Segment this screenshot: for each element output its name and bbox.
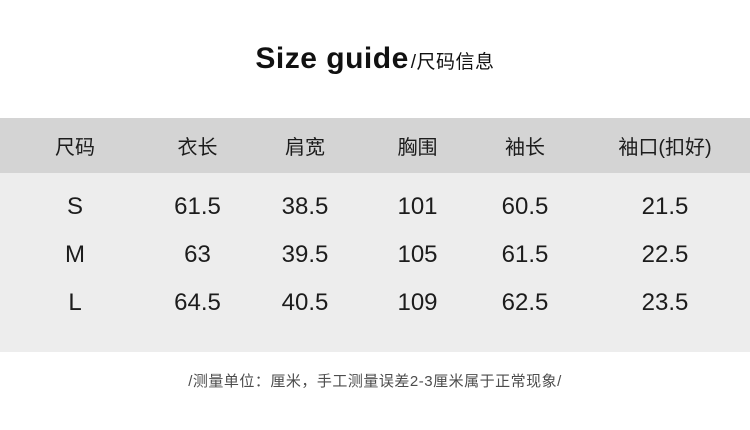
- size-table-header-row: 尺码 衣长 肩宽 胸围 袖长 袖口(扣好): [0, 118, 750, 173]
- cuff-cell: 22.5: [641, 241, 689, 268]
- size-table-body: S 61.5 38.5 101 60.5 21.5 M 63 39.5 105 …: [0, 173, 750, 352]
- size-guide-title-en: Size guide: [255, 42, 409, 75]
- size-cell: M: [65, 241, 85, 268]
- column-header-sleeve-length: 袖长: [505, 137, 545, 159]
- sleeve-length-cell: 60.5: [501, 193, 549, 220]
- size-table: 尺码 衣长 肩宽 胸围 袖长 袖口(扣好) S 61.5 38.5 101 60…: [0, 118, 750, 352]
- size-cell: S: [66, 193, 83, 220]
- garment-length-cell: 61.5: [174, 193, 221, 220]
- sleeve-length-cell: 62.5: [501, 289, 549, 316]
- column-header-cuff-buttoned: 袖口(扣好): [618, 137, 712, 159]
- bust-cell: 109: [397, 289, 438, 316]
- column-header-garment-length: 衣长: [177, 137, 218, 159]
- shoulder-width-cell: 38.5: [281, 193, 329, 220]
- size-cell: L: [68, 289, 82, 316]
- measurement-note: /测量单位：厘米，手工测量误差2-3厘米属于正常现象/: [188, 373, 562, 390]
- bust-cell: 105: [397, 241, 438, 268]
- cuff-cell: 21.5: [641, 193, 689, 220]
- garment-length-cell: 64.5: [174, 289, 221, 316]
- cuff-cell: 23.5: [641, 289, 689, 316]
- column-header-shoulder-width: 肩宽: [285, 137, 325, 159]
- garment-length-cell: 63: [184, 241, 211, 268]
- sleeve-length-cell: 61.5: [501, 241, 549, 268]
- shoulder-width-cell: 39.5: [281, 241, 329, 268]
- bust-cell: 101: [397, 193, 438, 220]
- table-row-l: L 64.5 40.5 109 62.5 23.5: [0, 279, 750, 327]
- table-row-m: M 63 39.5 105 61.5 22.5: [0, 231, 750, 279]
- page-title: Size guide /尺码信息: [255, 42, 494, 76]
- column-header-bust: 胸围: [397, 137, 438, 159]
- table-row-s: S 61.5 38.5 101 60.5 21.5: [0, 183, 750, 231]
- column-header-size: 尺码: [55, 137, 95, 159]
- shoulder-width-cell: 40.5: [281, 289, 329, 316]
- page-header: Size guide /尺码信息: [0, 0, 750, 118]
- size-guide-title-cn: /尺码信息: [410, 52, 495, 73]
